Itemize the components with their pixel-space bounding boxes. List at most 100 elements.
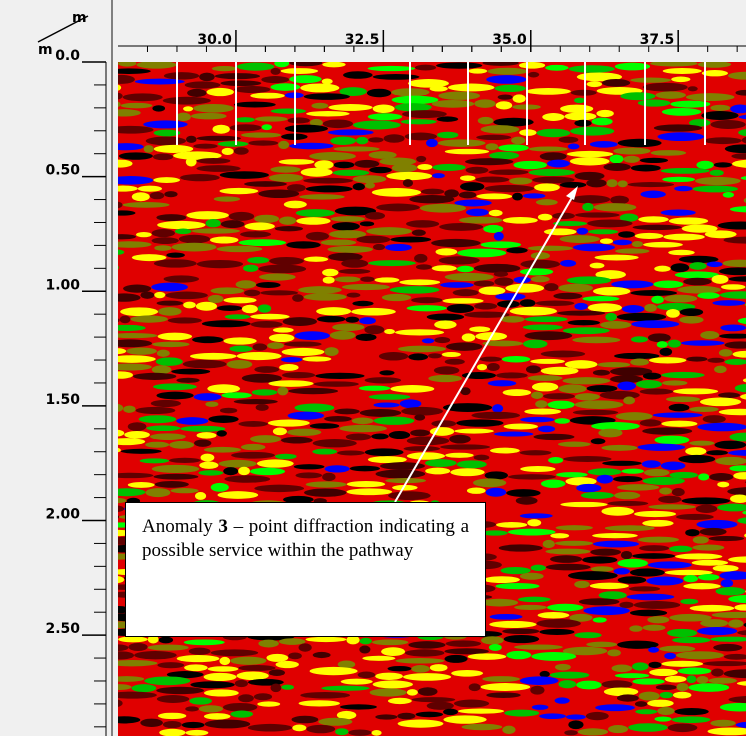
texture-blob [338, 268, 371, 274]
texture-blob [574, 171, 605, 181]
texture-blob [587, 219, 633, 228]
texture-blob [123, 405, 136, 413]
texture-blob [601, 506, 635, 516]
texture-blob [672, 691, 692, 699]
texture-blob [283, 200, 307, 209]
texture-blob [577, 728, 609, 736]
texture-blob [669, 545, 693, 553]
y-tick-label: 0.0 [55, 48, 80, 64]
texture-blob [194, 439, 212, 447]
texture-blob [695, 504, 718, 514]
texture-blob [549, 671, 590, 679]
texture-blob [460, 175, 476, 181]
texture-blob [558, 680, 577, 689]
texture-blob [333, 161, 355, 169]
texture-blob [150, 399, 181, 408]
texture-blob [414, 253, 428, 263]
texture-blob [118, 676, 145, 682]
texture-blob [454, 428, 494, 434]
texture-blob [457, 708, 505, 714]
texture-blob [660, 209, 696, 216]
texture-blob [472, 478, 507, 488]
texture-blob [476, 193, 513, 200]
texture-blob [502, 216, 538, 224]
texture-blob [494, 277, 514, 286]
texture-blob [272, 327, 294, 333]
texture-blob [151, 464, 200, 473]
x-axis-unit: m [72, 10, 87, 26]
texture-blob [247, 256, 270, 264]
texture-blob [235, 117, 255, 123]
texture-blob [552, 212, 575, 220]
texture-blob [219, 656, 231, 666]
texture-blob [158, 636, 174, 644]
texture-blob [118, 355, 156, 363]
texture-blob [238, 694, 254, 703]
texture-blob [458, 191, 477, 199]
texture-blob [140, 718, 163, 727]
texture-blob [226, 360, 253, 369]
texture-blob [728, 556, 746, 563]
texture-blob [644, 303, 657, 312]
texture-blob [457, 248, 507, 258]
texture-blob [359, 637, 372, 645]
texture-blob [706, 261, 723, 268]
texture-blob [196, 135, 241, 141]
texture-blob [211, 65, 237, 72]
texture-blob [375, 469, 426, 479]
texture-blob [315, 372, 365, 379]
texture-blob [724, 144, 746, 154]
texture-blob [120, 448, 162, 454]
texture-blob [554, 540, 593, 546]
texture-blob [740, 393, 746, 400]
texture-blob [394, 103, 432, 112]
texture-blob [118, 176, 154, 185]
texture-blob [194, 492, 207, 500]
texture-blob [637, 536, 680, 543]
texture-blob [118, 185, 138, 192]
texture-blob [667, 628, 698, 638]
texture-blob [697, 574, 720, 581]
texture-blob [701, 111, 739, 120]
texture-blob [118, 152, 153, 160]
texture-blob [281, 347, 325, 356]
texture-blob [612, 239, 632, 246]
texture-blob [578, 598, 620, 606]
texture-blob [738, 114, 746, 120]
texture-blob [366, 227, 412, 236]
texture-blob [440, 282, 474, 288]
texture-blob [467, 653, 507, 660]
texture-blob [719, 291, 746, 299]
texture-blob [118, 684, 132, 690]
texture-blob [586, 384, 618, 393]
texture-blob [727, 449, 746, 456]
texture-blob [373, 243, 386, 251]
texture-blob [647, 699, 674, 707]
texture-blob [733, 472, 746, 480]
texture-blob [238, 239, 287, 247]
texture-blob [118, 293, 141, 302]
texture-blob [623, 155, 640, 163]
texture-blob [698, 473, 710, 481]
texture-blob [702, 415, 726, 424]
texture-blob [629, 568, 665, 577]
texture-blob [525, 365, 541, 374]
texture-blob [207, 666, 239, 672]
texture-blob [442, 298, 484, 304]
texture-blob [506, 489, 541, 497]
texture-blob [458, 216, 503, 224]
texture-blob [402, 179, 414, 187]
texture-blob [337, 450, 365, 456]
texture-blob [411, 665, 430, 673]
texture-blob [309, 423, 340, 429]
texture-blob [547, 400, 575, 409]
texture-blob [351, 417, 374, 425]
texture-blob [417, 687, 438, 696]
texture-blob [543, 228, 577, 236]
texture-blob [356, 235, 391, 244]
texture-blob [743, 622, 746, 627]
texture-blob [261, 124, 273, 131]
texture-blob [562, 327, 610, 335]
texture-blob [699, 397, 742, 407]
texture-blob [574, 580, 590, 589]
